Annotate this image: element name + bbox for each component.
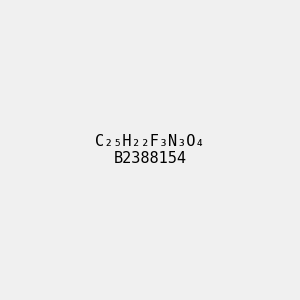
Text: C₂₅H₂₂F₃N₃O₄
B2388154: C₂₅H₂₂F₃N₃O₄ B2388154 xyxy=(95,134,205,166)
